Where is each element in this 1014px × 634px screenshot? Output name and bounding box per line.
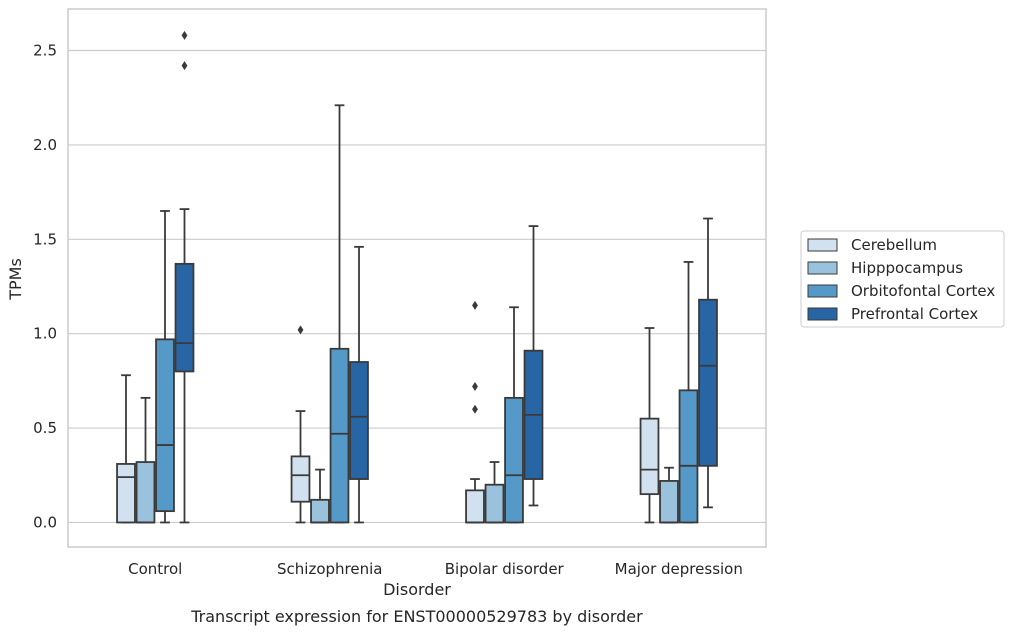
box-group bbox=[329, 104, 350, 524]
box-iqr bbox=[310, 498, 330, 524]
box-iqr bbox=[329, 347, 350, 524]
box-iqr bbox=[698, 298, 718, 467]
box-group bbox=[523, 225, 544, 507]
legend-swatch bbox=[807, 261, 838, 275]
y-tick-label: 0.0 bbox=[33, 513, 57, 531]
outlier-point bbox=[181, 30, 188, 40]
plot-frame bbox=[67, 8, 767, 548]
x-tick-label: Schizophrenia bbox=[277, 560, 382, 578]
chart-caption: Transcript expression for ENST0000052978… bbox=[190, 607, 643, 626]
box-group bbox=[698, 217, 718, 509]
box-group bbox=[135, 396, 156, 524]
box-plot-marks bbox=[116, 30, 718, 524]
legend-label: Orbitofontal Cortex bbox=[851, 282, 995, 300]
box-iqr bbox=[504, 396, 524, 524]
x-tick-label: Control bbox=[128, 560, 182, 578]
legend-swatch bbox=[807, 284, 838, 298]
x-tick-labels: Control Schizophrenia Bipolar disorder Majo… bbox=[128, 560, 743, 578]
legend-swatch bbox=[807, 238, 838, 252]
box-iqr bbox=[465, 489, 485, 524]
y-tick-label: 2.0 bbox=[33, 136, 57, 154]
y-tick-label: 0.5 bbox=[33, 419, 57, 437]
outlier-point bbox=[472, 382, 478, 392]
box-group bbox=[678, 261, 699, 524]
outlier-point bbox=[181, 61, 188, 71]
box-group bbox=[349, 245, 369, 524]
y-tick-labels: 0.0 0.5 1.0 1.5 2.0 2.5 bbox=[33, 42, 57, 532]
box-group bbox=[504, 306, 524, 524]
box-iqr bbox=[678, 389, 699, 524]
y-tick-label: 1.5 bbox=[33, 230, 57, 248]
box-group bbox=[639, 327, 660, 524]
legend: Cerebellum Hipppocampus Orbitofontal Corte… bbox=[800, 230, 1005, 328]
box-group bbox=[484, 461, 505, 524]
box-group bbox=[174, 30, 195, 524]
y-tick-label: 2.5 bbox=[33, 42, 57, 60]
box-iqr bbox=[155, 338, 175, 513]
legend-label: Hipppocampus bbox=[851, 259, 963, 277]
legend-swatch bbox=[807, 307, 838, 321]
box-iqr bbox=[639, 417, 660, 496]
outlier-point bbox=[472, 300, 478, 310]
box-group bbox=[155, 210, 175, 524]
legend-frame bbox=[800, 230, 1005, 328]
box-group bbox=[290, 325, 311, 524]
box-group bbox=[310, 468, 330, 524]
y-axis-label: TPMs bbox=[6, 258, 25, 301]
legend-label: Prefrontal Cortex bbox=[851, 305, 978, 323]
outlier-point bbox=[472, 404, 478, 414]
x-tick-label: Major depression bbox=[615, 560, 743, 578]
x-tick-label: Bipolar disorder bbox=[445, 560, 565, 578]
outlier-point bbox=[297, 325, 304, 335]
box-group bbox=[116, 374, 136, 524]
box-iqr bbox=[484, 483, 505, 524]
y-tick-label: 1.0 bbox=[33, 325, 57, 343]
legend-label: Cerebellum bbox=[851, 236, 937, 254]
box-iqr bbox=[290, 455, 311, 503]
box-iqr bbox=[659, 480, 679, 524]
box-iqr bbox=[116, 463, 136, 524]
box-group bbox=[659, 466, 679, 524]
box-iqr bbox=[135, 461, 156, 524]
x-axis-label: Disorder bbox=[383, 580, 451, 599]
box-iqr bbox=[349, 361, 369, 480]
box-iqr bbox=[174, 262, 195, 373]
box-group bbox=[465, 300, 485, 524]
